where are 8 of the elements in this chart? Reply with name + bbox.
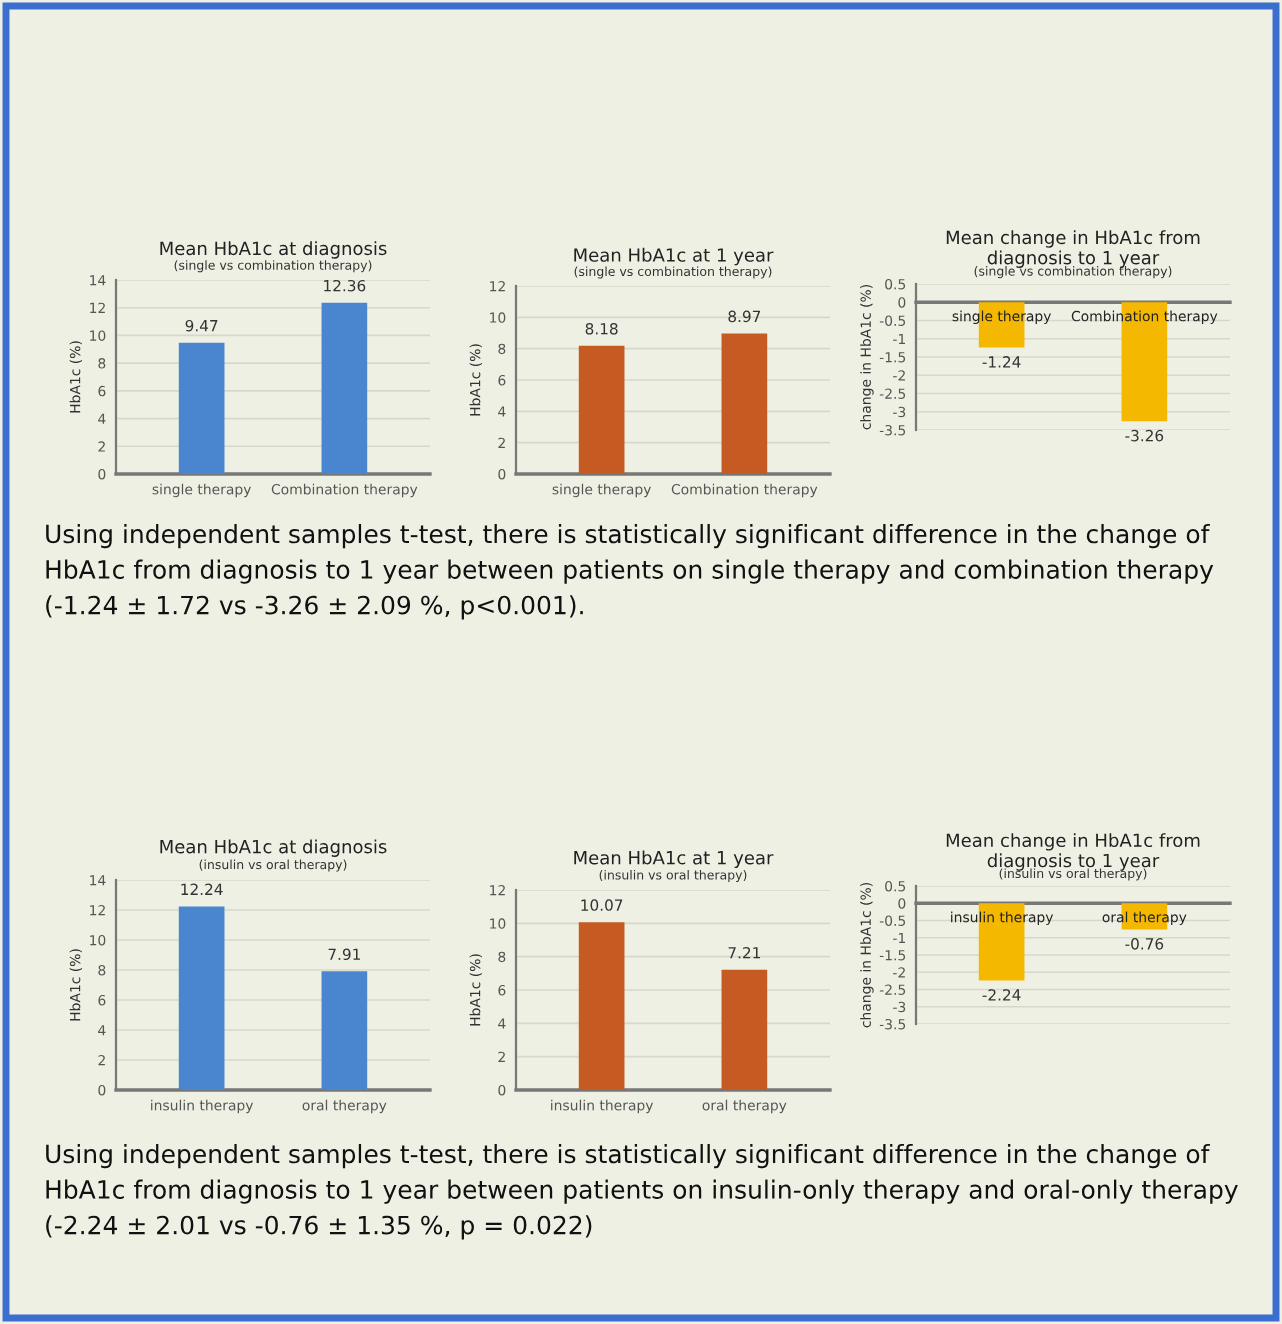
chart-title: Mean HbA1c at 1 year xyxy=(574,850,774,868)
chart-title: Mean HbA1c at diagnosis xyxy=(160,839,387,857)
chart-title: Mean HbA1c at 1 year xyxy=(574,247,774,266)
text: Using independent samples t-test, there is statistically significant difference in the change of HbA1c from diagnosis to 1 year between patients on single therapy and combination therapy (-1.24 ± 1.72 vs -3.26 ± 2.09 %, p<0.001). xyxy=(46,524,1214,620)
chart-title: Mean change in HbA1c from diagnosis to 1 year xyxy=(946,230,1200,268)
chart-title: Mean change in HbA1c from diagnosis to 1 year xyxy=(946,833,1200,871)
chart-title: Mean HbA1c at diagnosis xyxy=(160,241,387,259)
text: Using independent samples t-test, there is statistically significant difference in the change of HbA1c from diagnosis to 1 year between patients on insulin-only therapy and oral-only therapy (-2.24 ± 2.01 vs -0.76 ± 1.35 %, p = 0.022) xyxy=(46,1144,1238,1240)
